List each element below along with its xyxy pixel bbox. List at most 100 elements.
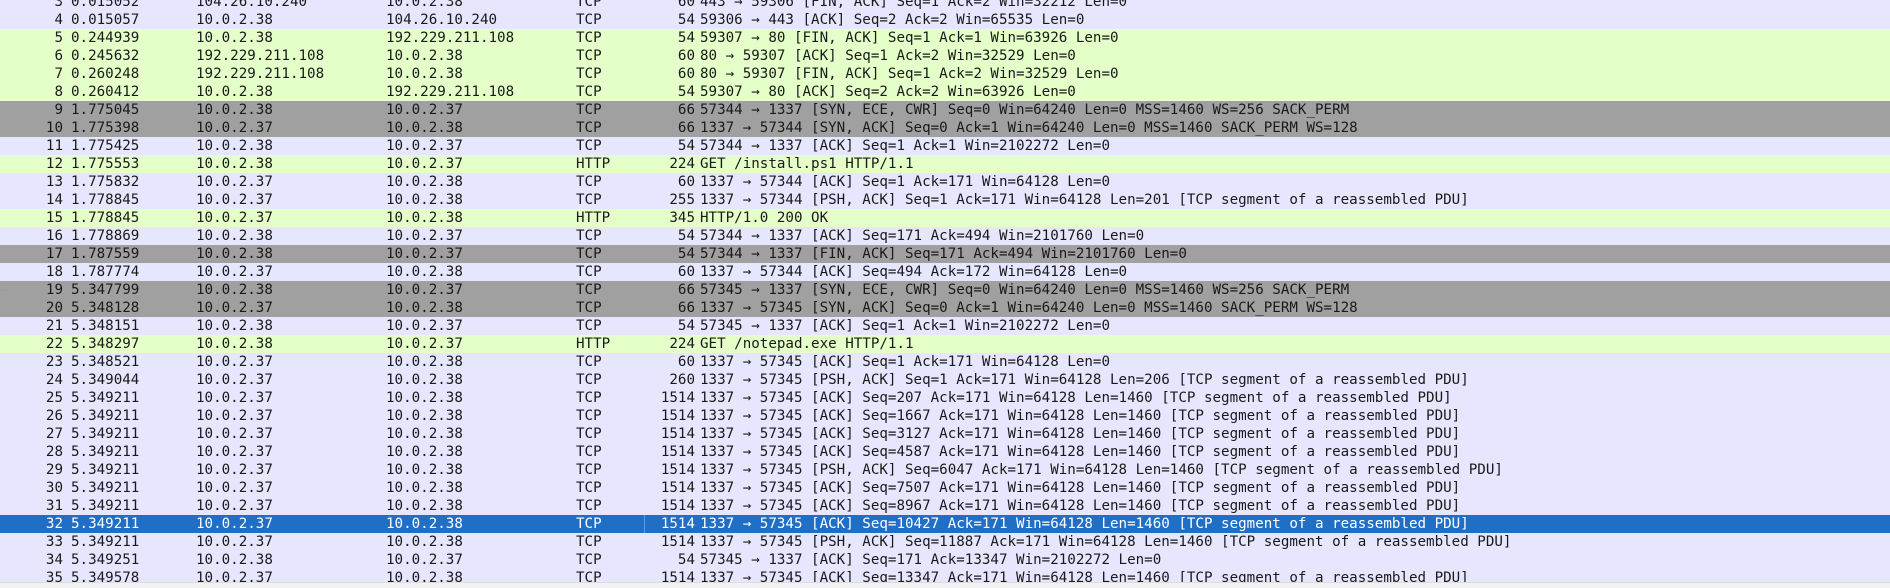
packet-row[interactable]: 3 0.015052 104.26.10.240 10.0.2.38 TCP 6… (0, 0, 1890, 11)
packet-info: 1337 → 57345 [PSH, ACK] Seq=6047 Ack=171… (700, 462, 1503, 478)
packet-length: 54 (677, 84, 695, 100)
packet-row[interactable]: 27 5.349211 10.0.2.37 10.0.2.38 TCP 1514… (0, 425, 1890, 443)
packet-destination: 10.0.2.38 (386, 444, 463, 460)
packet-protocol: TCP (576, 120, 602, 136)
packet-source: 10.0.2.38 (196, 156, 273, 172)
packet-length: 1514 (660, 498, 695, 514)
packet-number: 18 (45, 264, 63, 280)
packet-protocol: TCP (576, 354, 602, 370)
packet-number: 14 (45, 192, 63, 208)
packet-row[interactable]: 8 0.260412 10.0.2.38 192.229.211.108 TCP… (0, 83, 1890, 101)
packet-row[interactable]: 13 1.775832 10.0.2.37 10.0.2.38 TCP 60 1… (0, 173, 1890, 191)
packet-length: 1514 (660, 390, 695, 406)
packet-row[interactable]: 24 5.349044 10.0.2.37 10.0.2.38 TCP 260 … (0, 371, 1890, 389)
packet-protocol: TCP (576, 12, 602, 28)
packet-row[interactable]: 28 5.349211 10.0.2.37 10.0.2.38 TCP 1514… (0, 443, 1890, 461)
packet-info: 1337 → 57345 [ACK] Seq=10427 Ack=171 Win… (700, 516, 1469, 532)
packet-time: 5.349211 (71, 408, 140, 424)
packet-row[interactable]: 18 1.787774 10.0.2.37 10.0.2.38 TCP 60 1… (0, 263, 1890, 281)
packet-protocol: TCP (576, 444, 602, 460)
packet-info: 1337 → 57345 [ACK] Seq=3127 Ack=171 Win=… (700, 426, 1461, 442)
packet-row[interactable]: 33 5.349211 10.0.2.37 10.0.2.38 TCP 1514… (0, 533, 1890, 551)
packet-protocol: TCP (576, 138, 602, 154)
packet-info: 59307 → 80 [FIN, ACK] Seq=1 Ack=1 Win=63… (700, 30, 1119, 46)
packet-protocol: TCP (576, 462, 602, 478)
packet-destination: 10.0.2.38 (386, 300, 463, 316)
packet-row[interactable]: 14 1.778845 10.0.2.37 10.0.2.38 TCP 255 … (0, 191, 1890, 209)
packet-row[interactable]: 21 5.348151 10.0.2.38 10.0.2.37 TCP 54 5… (0, 317, 1890, 335)
packet-destination: 10.0.2.37 (386, 102, 463, 118)
packet-length: 255 (669, 192, 695, 208)
packet-time: 0.260248 (71, 66, 140, 82)
packet-row[interactable]: 16 1.778869 10.0.2.38 10.0.2.37 TCP 54 5… (0, 227, 1890, 245)
packet-protocol: TCP (576, 300, 602, 316)
packet-source: 10.0.2.37 (196, 444, 273, 460)
packet-row[interactable]: 25 5.349211 10.0.2.37 10.0.2.38 TCP 1514… (0, 389, 1890, 407)
packet-row[interactable]: 12 1.775553 10.0.2.38 10.0.2.37 HTTP 224… (0, 155, 1890, 173)
packet-row[interactable]: 31 5.349211 10.0.2.37 10.0.2.38 TCP 1514… (0, 497, 1890, 515)
pane-splitter[interactable] (0, 582, 1890, 588)
packet-info: 57344 → 1337 [ACK] Seq=1 Ack=1 Win=21022… (700, 138, 1110, 154)
packet-time: 1.787559 (71, 246, 140, 262)
packet-row[interactable]: 6 0.245632 192.229.211.108 10.0.2.38 TCP… (0, 47, 1890, 65)
packet-info: 1337 → 57345 [ACK] Seq=8967 Ack=171 Win=… (700, 498, 1461, 514)
packet-row[interactable]: 22 5.348297 10.0.2.38 10.0.2.37 HTTP 224… (0, 335, 1890, 353)
packet-number: 13 (45, 174, 63, 190)
packet-length: 60 (677, 354, 695, 370)
packet-source: 192.229.211.108 (196, 48, 325, 64)
packet-row[interactable]: 9 1.775045 10.0.2.38 10.0.2.37 TCP 66 57… (0, 101, 1890, 119)
packet-number: 15 (45, 210, 63, 226)
packet-destination: 10.0.2.38 (386, 408, 463, 424)
packet-row[interactable]: 17 1.787559 10.0.2.38 10.0.2.37 TCP 54 5… (0, 245, 1890, 263)
packet-destination: 10.0.2.38 (386, 534, 463, 550)
packet-row[interactable]: 32 5.349211 10.0.2.37 10.0.2.38 TCP 1514… (0, 515, 1890, 533)
packet-destination: 10.0.2.38 (386, 516, 463, 532)
packet-destination: 10.0.2.38 (386, 120, 463, 136)
packet-source: 10.0.2.37 (196, 498, 273, 514)
packet-row[interactable]: 30 5.349211 10.0.2.37 10.0.2.38 TCP 1514… (0, 479, 1890, 497)
packet-time: 5.349044 (71, 372, 140, 388)
packet-destination: 10.0.2.38 (386, 498, 463, 514)
packet-row[interactable]: 19 5.347799 10.0.2.38 10.0.2.37 TCP 66 5… (0, 281, 1890, 299)
packet-time: 1.775832 (71, 174, 140, 190)
packet-number: 22 (45, 336, 63, 352)
packet-number: 6 (54, 48, 63, 64)
packet-destination: 10.0.2.37 (386, 552, 463, 568)
packet-info: 80 → 59307 [FIN, ACK] Seq=1 Ack=2 Win=32… (700, 66, 1119, 82)
packet-destination: 10.0.2.38 (386, 48, 463, 64)
packet-source: 10.0.2.37 (196, 264, 273, 280)
packet-source: 104.26.10.240 (196, 0, 308, 10)
packet-info: 57345 → 1337 [ACK] Seq=1 Ack=1 Win=21022… (700, 318, 1110, 334)
packet-row[interactable]: 34 5.349251 10.0.2.38 10.0.2.37 TCP 54 5… (0, 551, 1890, 569)
packet-row[interactable]: 20 5.348128 10.0.2.37 10.0.2.38 TCP 66 1… (0, 299, 1890, 317)
packet-source: 10.0.2.38 (196, 12, 273, 28)
packet-protocol: TCP (576, 66, 602, 82)
packet-time: 5.348297 (71, 336, 140, 352)
packet-row[interactable]: 23 5.348521 10.0.2.37 10.0.2.38 TCP 60 1… (0, 353, 1890, 371)
packet-destination: 10.0.2.38 (386, 390, 463, 406)
packet-time: 1.775398 (71, 120, 140, 136)
packet-row[interactable]: 11 1.775425 10.0.2.38 10.0.2.37 TCP 54 5… (0, 137, 1890, 155)
packet-row[interactable]: 5 0.244939 10.0.2.38 192.229.211.108 TCP… (0, 29, 1890, 47)
packet-row[interactable]: 7 0.260248 192.229.211.108 10.0.2.38 TCP… (0, 65, 1890, 83)
packet-time: 0.244939 (71, 30, 140, 46)
packet-time: 5.349211 (71, 462, 140, 478)
packet-info: HTTP/1.0 200 OK (700, 210, 829, 226)
packet-row[interactable]: 4 0.015057 10.0.2.38 104.26.10.240 TCP 5… (0, 11, 1890, 29)
packet-number: 25 (45, 390, 63, 406)
packet-source: 10.0.2.37 (196, 300, 273, 316)
packet-row[interactable]: 10 1.775398 10.0.2.37 10.0.2.38 TCP 66 1… (0, 119, 1890, 137)
packet-destination: 10.0.2.38 (386, 192, 463, 208)
packet-source: 10.0.2.37 (196, 480, 273, 496)
packet-destination: 10.0.2.38 (386, 0, 463, 10)
packet-row[interactable]: 15 1.778845 10.0.2.37 10.0.2.38 HTTP 345… (0, 209, 1890, 227)
packet-row[interactable]: 26 5.349211 10.0.2.37 10.0.2.38 TCP 1514… (0, 407, 1890, 425)
packet-source: 10.0.2.37 (196, 192, 273, 208)
packet-protocol: TCP (576, 408, 602, 424)
packet-protocol: TCP (576, 372, 602, 388)
packet-source: 10.0.2.37 (196, 408, 273, 424)
packet-time: 0.245632 (71, 48, 140, 64)
packet-destination: 10.0.2.37 (386, 318, 463, 334)
packet-row[interactable]: 29 5.349211 10.0.2.37 10.0.2.38 TCP 1514… (0, 461, 1890, 479)
